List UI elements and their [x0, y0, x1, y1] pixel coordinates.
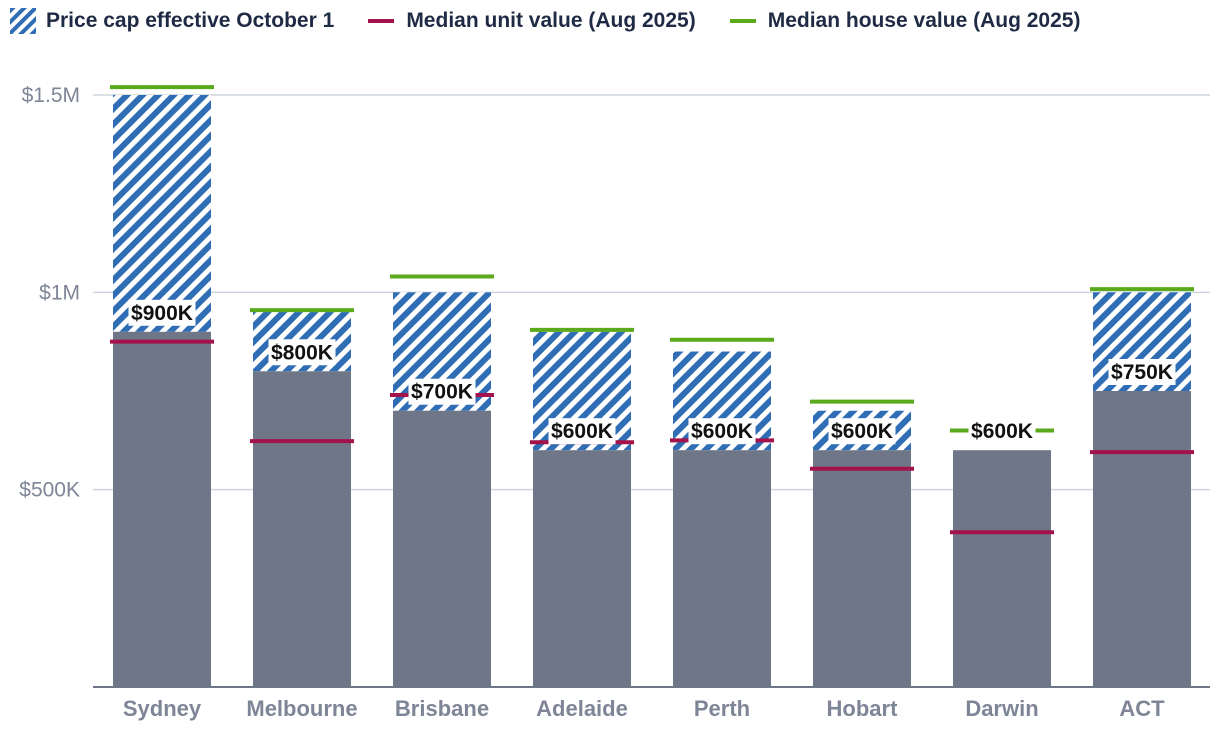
bar-cap-hobart	[813, 450, 911, 687]
x-tick-label-perth: Perth	[694, 696, 750, 721]
bar-cap-brisbane	[393, 410, 491, 687]
data-label-sydney: $900K	[131, 302, 193, 325]
data-label-hobart: $600K	[831, 420, 893, 443]
legend-item-cap: Price cap effective October 1	[10, 8, 334, 34]
y-tick-label: $1M	[39, 281, 80, 304]
bar-cap-act	[1093, 391, 1191, 687]
bar-cap-melbourne	[253, 371, 351, 687]
data-label-bg	[828, 418, 896, 445]
legend-item-unit: Median unit value (Aug 2025)	[368, 9, 696, 33]
y-tick-label: $1.5M	[22, 84, 80, 107]
label-layer: $900K Sydney $800K Melbourne $700K Brisbane $6…	[123, 299, 1176, 721]
x-tick-label-melbourne: Melbourne	[246, 696, 357, 721]
unit-line-swatch-icon	[368, 19, 395, 23]
legend: Price cap effective October 1 Median uni…	[10, 8, 1080, 34]
legend-label-cap: Price cap effective October 1	[46, 9, 335, 32]
x-tick-label-brisbane: Brisbane	[395, 696, 489, 721]
legend-label-unit: Median unit value (Aug 2025)	[406, 9, 696, 32]
bar-cap-darwin	[953, 450, 1051, 687]
data-label-brisbane: $700K	[411, 381, 473, 404]
x-tick-label-act: ACT	[1119, 696, 1165, 721]
bar-cap-adelaide	[533, 450, 631, 687]
bar-cap-perth	[673, 450, 771, 687]
house-line-swatch-icon	[729, 19, 756, 23]
x-tick-label-adelaide: Adelaide	[536, 696, 628, 721]
bar-cap-sydney	[113, 331, 211, 687]
data-label-bg	[128, 299, 196, 326]
hatch-swatch-icon	[10, 8, 36, 34]
data-label-act: $750K	[1111, 361, 1173, 384]
y-tick-label: $500K	[19, 479, 80, 502]
legend-item-house: Median house value (Aug 2025)	[729, 9, 1081, 33]
data-label-bg	[548, 418, 616, 445]
legend-label-house: Median house value (Aug 2025)	[767, 9, 1081, 32]
data-label-bg	[968, 418, 1036, 445]
bar-layer	[113, 95, 1191, 687]
x-tick-label-darwin: Darwin	[965, 696, 1038, 721]
data-label-bg	[1108, 359, 1176, 385]
bar-hatched-sydney	[113, 95, 211, 332]
data-label-perth: $600K	[691, 420, 753, 443]
data-label-bg	[268, 339, 336, 366]
x-tick-label-sydney: Sydney	[123, 696, 202, 721]
data-label-bg	[688, 418, 756, 445]
data-label-melbourne: $800K	[271, 341, 333, 364]
data-label-adelaide: $600K	[551, 420, 613, 443]
data-label-darwin: $600K	[971, 420, 1033, 443]
x-tick-label-hobart: Hobart	[827, 696, 899, 721]
data-label-bg	[408, 378, 476, 405]
